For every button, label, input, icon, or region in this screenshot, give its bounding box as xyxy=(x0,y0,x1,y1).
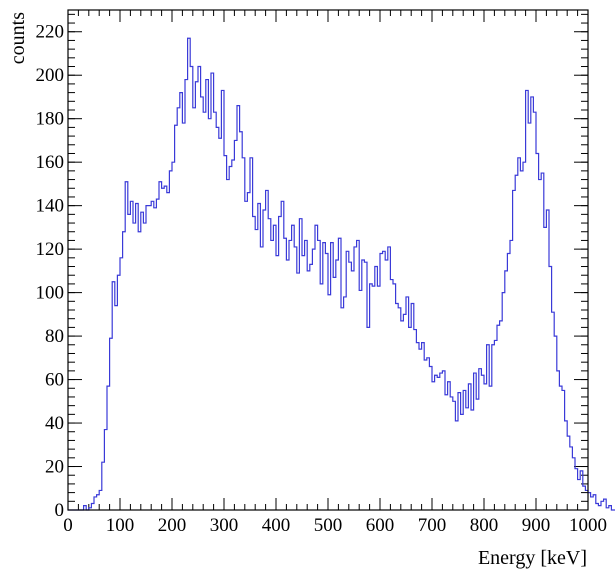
y-tick-label: 180 xyxy=(36,109,65,130)
y-tick-label: 220 xyxy=(36,22,65,43)
y-tick-label: 120 xyxy=(36,239,65,260)
y-tick-labels: 0 20 40 60 80 100 120 140 160 180 200 220 xyxy=(36,22,65,521)
x-tick-label: 100 xyxy=(106,515,135,536)
x-tick-labels: 0 100 200 300 400 500 600 700 800 900 1000 xyxy=(63,515,607,536)
y-axis-label: counts xyxy=(7,12,29,64)
y-tick-label: 0 xyxy=(55,500,65,521)
plot-frame xyxy=(67,9,589,511)
x-tick-label: 200 xyxy=(158,515,187,536)
x-tick-label: 300 xyxy=(210,515,239,536)
x-tick-label: 900 xyxy=(522,515,551,536)
histogram-line xyxy=(68,37,615,511)
y-tick-label: 20 xyxy=(45,457,64,478)
x-tick-label: 1000 xyxy=(569,515,607,536)
x-tick-label: 400 xyxy=(262,515,291,536)
x-tick-label: 0 xyxy=(63,515,73,536)
y-tick-label: 200 xyxy=(36,65,65,86)
x-tick-label: 700 xyxy=(418,515,447,536)
x-tick-label: 800 xyxy=(470,515,499,536)
y-tick-label: 40 xyxy=(45,413,64,434)
x-tick-label: 500 xyxy=(314,515,343,536)
y-tick-label: 140 xyxy=(36,196,65,217)
x-tick-label: 600 xyxy=(366,515,395,536)
minor-ticks xyxy=(67,10,589,511)
y-tick-label: 160 xyxy=(36,152,65,173)
x-axis-label: Energy [keV] xyxy=(478,547,587,569)
y-tick-label: 80 xyxy=(45,326,64,347)
y-tick-label: 100 xyxy=(36,283,65,304)
y-tick-label: 60 xyxy=(45,370,64,391)
